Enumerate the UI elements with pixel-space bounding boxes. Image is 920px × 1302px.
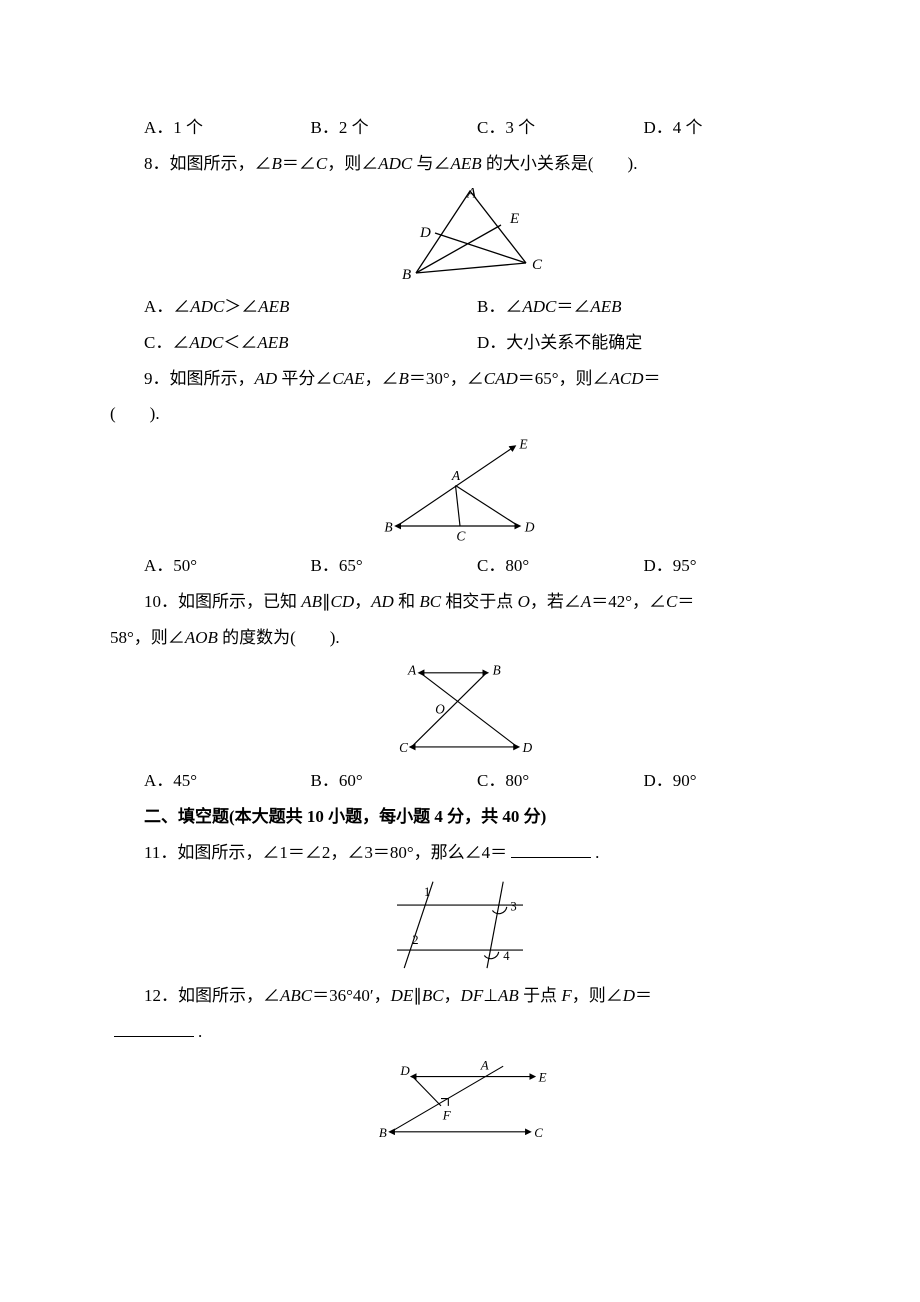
q8-label-D: D <box>419 225 431 241</box>
q12-figure: B C D E A F <box>110 1054 810 1144</box>
q12-label-E: E <box>538 1069 547 1084</box>
q12-label-F: F <box>442 1107 452 1122</box>
q11-blank <box>511 840 591 858</box>
q8-stem: 8．如图所示，∠B＝∠C，则∠ADC 与∠AEB 的大小关系是( ). <box>110 146 810 182</box>
q12-label-B: B <box>379 1125 387 1140</box>
q12-label-C: C <box>534 1125 543 1140</box>
q9-opt-c: C．80° <box>477 548 644 584</box>
q11-stem: 11．如图所示，∠1＝∠2，∠3＝80°，那么∠4＝. <box>110 835 810 871</box>
q11-label-4: 4 <box>503 949 510 963</box>
q10-label-D: D <box>522 740 533 755</box>
q7-options: A．1 个 B．2 个 C．3 个 D．4 个 <box>110 110 810 146</box>
q9-opt-d: D．95° <box>644 548 811 584</box>
q8-label-B: B <box>402 267 411 283</box>
q9-opt-b: B．65° <box>311 548 478 584</box>
q11-label-1: 1 <box>424 885 430 899</box>
q8-label-E: E <box>509 211 519 227</box>
q8-opt-d: D．大小关系不能确定 <box>477 325 810 361</box>
q12-stem-post: . <box>198 1022 202 1041</box>
q11-svg: 1 2 3 4 <box>370 874 550 974</box>
q11-stem-post: . <box>595 843 599 862</box>
q7-opt-a: A．1 个 <box>144 110 311 146</box>
q8-options-row1: A．∠ADC＞∠AEB B．∠ADC＝∠AEB <box>110 289 810 325</box>
q9-label-A: A <box>451 468 461 483</box>
q10-label-B: B <box>493 663 501 678</box>
q9-svg: B D C A E <box>370 436 550 544</box>
q8-figure: A B C D E <box>110 185 810 285</box>
q11-label-3: 3 <box>510 900 516 914</box>
q10-stem-line2: 58°，则∠AOB 的度数为( ). <box>110 620 810 656</box>
q8-opt-b: B．∠ADC＝∠AEB <box>477 289 810 325</box>
q10-label-C: C <box>399 740 408 755</box>
q8-opt-a: A．∠ADC＞∠AEB <box>144 289 477 325</box>
q7-opt-c: C．3 个 <box>477 110 644 146</box>
q10-stem-line1: 10．如图所示，已知 AB∥CD，AD 和 BC 相交于点 O，若∠A＝42°，… <box>110 584 810 620</box>
q9-label-E: E <box>518 437 528 452</box>
section2-heading: 二、填空题(本大题共 10 小题，每小题 4 分，共 40 分) <box>110 799 810 835</box>
q10-options: A．45° B．60° C．80° D．90° <box>110 763 810 799</box>
q9-label-B: B <box>384 520 392 535</box>
q10-opt-d: D．90° <box>644 763 811 799</box>
q8-label-A: A <box>466 186 477 202</box>
q9-figure: B D C A E <box>110 436 810 544</box>
q12-stem-line2: . <box>110 1014 810 1050</box>
q9-opt-a: A．50° <box>144 548 311 584</box>
q9-options: A．50° B．65° C．80° D．95° <box>110 548 810 584</box>
q10-label-A: A <box>407 663 417 678</box>
q10-opt-b: B．60° <box>311 763 478 799</box>
q12-stem-line1: 12．如图所示，∠ABC＝36°40′，DE∥BC，DF⊥AB 于点 F，则∠D… <box>110 978 810 1014</box>
q8-label-C: C <box>532 257 543 273</box>
q10-svg: A B C D O <box>385 659 535 759</box>
q10-label-O: O <box>435 702 445 717</box>
q7-opt-b: B．2 个 <box>311 110 478 146</box>
q7-opt-d: D．4 个 <box>644 110 811 146</box>
q10-opt-c: C．80° <box>477 763 644 799</box>
q12-blank <box>114 1019 194 1037</box>
q10-opt-a: A．45° <box>144 763 311 799</box>
q10-figure: A B C D O <box>110 659 810 759</box>
q12-label-A: A <box>480 1057 489 1072</box>
q9-stem-line1: 9．如图所示，AD 平分∠CAE，∠B＝30°，∠CAD＝65°，则∠ACD＝ <box>110 361 810 397</box>
q12-label-D: D <box>399 1062 410 1077</box>
q8-options-row2: C．∠ADC＜∠AEB D．大小关系不能确定 <box>110 325 810 361</box>
q8-opt-c: C．∠ADC＜∠AEB <box>144 325 477 361</box>
q11-label-2: 2 <box>412 933 418 947</box>
q9-label-C: C <box>456 529 466 544</box>
q9-label-D: D <box>524 520 535 535</box>
q8-svg: A B C D E <box>370 185 550 285</box>
q9-stem-line2: ( ). <box>110 396 810 432</box>
q11-figure: 1 2 3 4 <box>110 874 810 974</box>
q12-svg: B C D E A F <box>365 1054 555 1144</box>
